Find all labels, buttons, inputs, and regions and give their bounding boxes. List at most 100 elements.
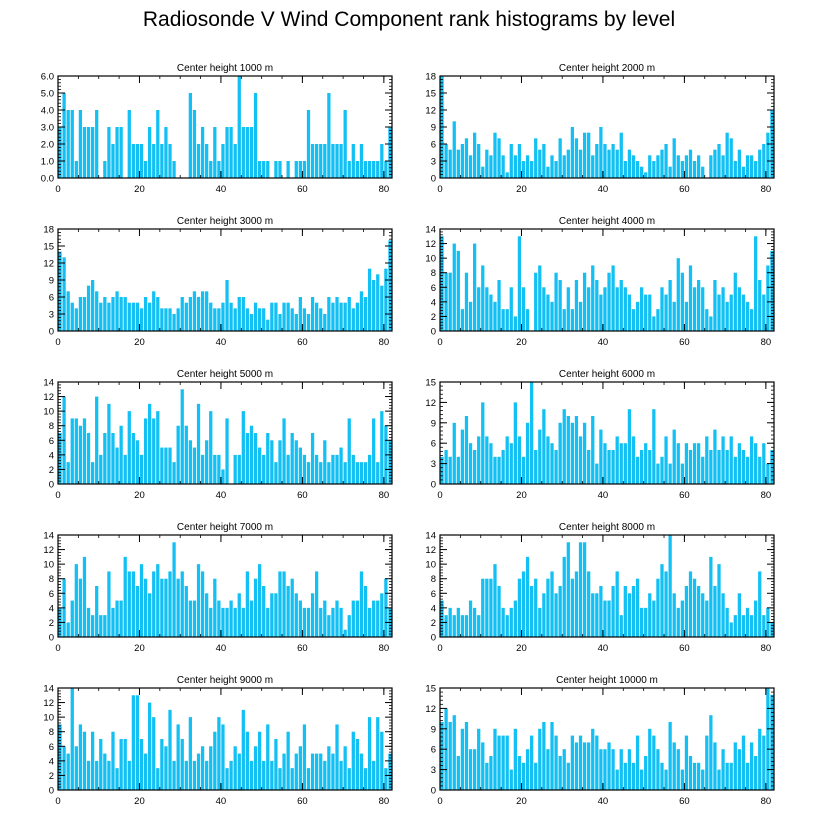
- histogram-bar: [607, 600, 611, 637]
- histogram-bar: [623, 762, 627, 790]
- histogram-bar: [578, 301, 583, 331]
- histogram-bar: [221, 302, 225, 331]
- histogram-bar: [721, 593, 725, 637]
- histogram-bar: [152, 571, 156, 637]
- histogram-bar: [270, 440, 274, 484]
- histogram-bar: [143, 753, 148, 790]
- histogram-bar: [521, 762, 526, 790]
- histogram-bar: [306, 110, 311, 178]
- histogram-bar: [319, 753, 323, 790]
- histogram-bar: [315, 454, 319, 484]
- histogram-bar: [310, 144, 315, 178]
- histogram-bar: [347, 615, 351, 637]
- y-tick-label: 8: [49, 421, 54, 432]
- histogram-bar: [468, 155, 473, 178]
- histogram-bar: [200, 454, 205, 484]
- histogram-bar: [184, 302, 188, 331]
- rank-histogram-panel: Center height 1000 m 0 20 40 60 80 0.0 1.0 2.0 3.…: [41, 63, 393, 195]
- histogram-bar: [103, 615, 107, 637]
- histogram-bar: [733, 456, 737, 484]
- histogram-bar: [355, 462, 360, 484]
- histogram-bar: [249, 127, 254, 178]
- histogram-bar: [481, 265, 485, 331]
- histogram-bar: [566, 149, 570, 178]
- histogram-bar: [554, 450, 558, 484]
- panel-title: Center height 8000 m: [559, 522, 655, 533]
- histogram-bar: [95, 396, 99, 484]
- histogram-bar: [582, 742, 587, 790]
- histogram-bar: [644, 756, 648, 790]
- histogram-bar: [282, 302, 286, 331]
- histogram-bar: [327, 462, 331, 484]
- y-tick-label: 10: [43, 560, 54, 571]
- histogram-bar: [766, 463, 770, 484]
- histogram-bar: [517, 144, 522, 178]
- histogram-bar: [168, 447, 172, 484]
- histogram-bar: [472, 132, 477, 178]
- histogram-bar: [481, 166, 485, 178]
- histogram-bar: [95, 586, 99, 637]
- histogram-bar: [550, 722, 554, 790]
- histogram-bar: [477, 287, 481, 331]
- histogram-bar: [331, 753, 335, 790]
- histogram-bar: [648, 450, 652, 484]
- histogram-bar: [688, 571, 693, 637]
- histogram-bar: [603, 749, 607, 790]
- histogram-bar: [574, 280, 579, 331]
- histogram-bar: [306, 768, 311, 790]
- histogram-bar: [205, 440, 209, 484]
- histogram-bar: [245, 731, 250, 790]
- histogram-bar: [200, 127, 205, 178]
- histogram-bar: [505, 309, 509, 331]
- x-tick-label: 60: [679, 796, 690, 807]
- histogram-bar: [217, 454, 221, 484]
- histogram-bar: [464, 416, 469, 484]
- histogram-bar: [315, 144, 319, 178]
- histogram-bar: [603, 144, 607, 178]
- histogram-bar: [209, 411, 213, 484]
- histogram-bar: [566, 287, 570, 331]
- histogram-bar: [78, 425, 83, 484]
- histogram-bar: [82, 731, 87, 790]
- histogram-bar: [135, 144, 140, 178]
- histogram-bar: [257, 564, 262, 637]
- histogram-bar: [184, 425, 188, 484]
- histogram-bar: [558, 756, 562, 790]
- histogram-bar: [282, 753, 286, 790]
- histogram-bar: [697, 443, 701, 484]
- y-tick-label: 10: [43, 713, 54, 724]
- histogram-bar: [221, 724, 225, 790]
- histogram-bar: [294, 753, 298, 790]
- histogram-bar: [205, 144, 209, 178]
- histogram-bar: [627, 593, 632, 637]
- histogram-bar: [668, 280, 672, 331]
- histogram-bar: [497, 735, 501, 790]
- histogram-bar: [464, 722, 469, 790]
- histogram-bar: [591, 265, 595, 331]
- histogram-bar: [135, 695, 140, 790]
- histogram-bar: [517, 436, 522, 484]
- histogram-bar: [713, 429, 717, 484]
- histogram-bar: [127, 110, 131, 178]
- histogram-bar: [343, 302, 347, 331]
- histogram-bar: [278, 768, 282, 790]
- histogram-bar: [123, 454, 127, 484]
- histogram-bar: [481, 578, 485, 637]
- histogram-bar: [684, 301, 689, 331]
- histogram-bar: [472, 607, 477, 637]
- histogram-bar: [639, 450, 644, 484]
- histogram-bar: [766, 265, 770, 331]
- histogram-bar: [485, 578, 489, 637]
- histogram-bar: [74, 308, 78, 331]
- histogram-bar: [725, 762, 729, 790]
- histogram-bar: [530, 161, 534, 178]
- histogram-bar: [644, 172, 648, 178]
- x-tick-label: 0: [55, 184, 60, 195]
- x-tick-label: 40: [598, 337, 609, 348]
- histogram-bar: [595, 593, 599, 637]
- histogram-bar: [372, 161, 376, 178]
- histogram-bar: [749, 742, 754, 790]
- histogram-bar: [595, 735, 599, 790]
- histogram-bar: [107, 127, 111, 178]
- histogram-bar: [477, 615, 481, 637]
